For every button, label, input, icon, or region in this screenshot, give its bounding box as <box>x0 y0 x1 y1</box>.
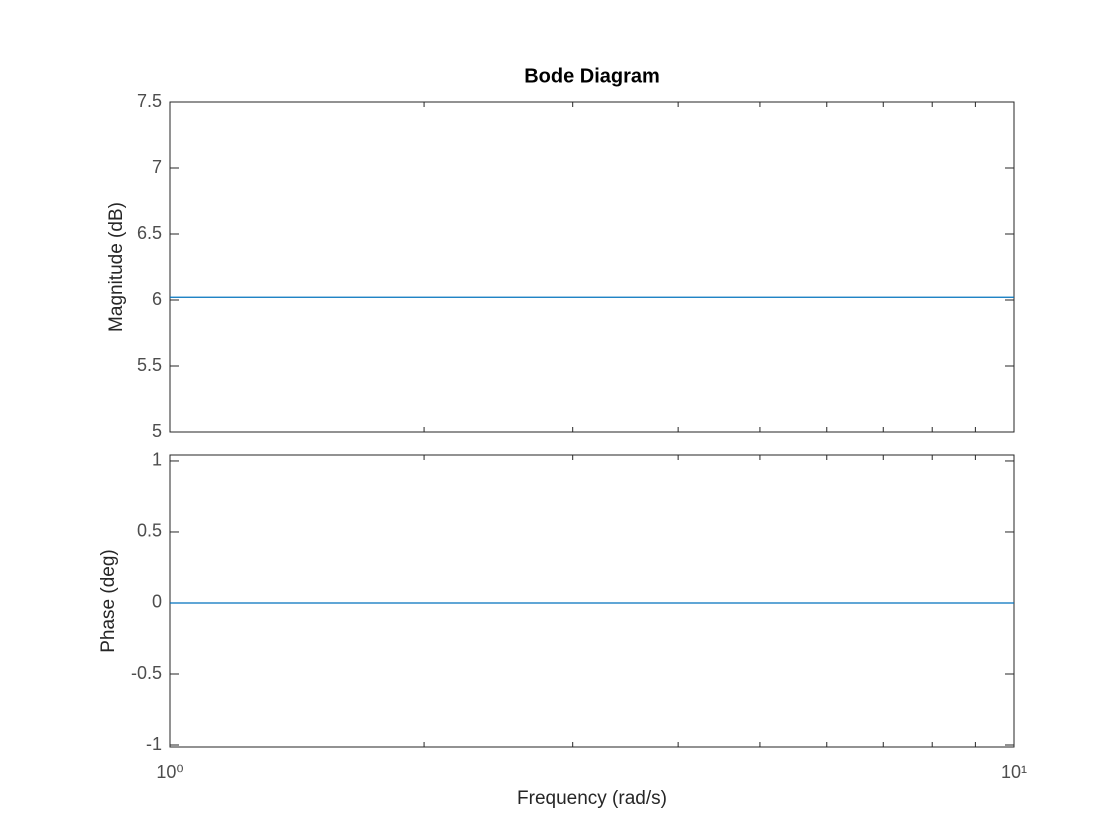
plot-area <box>169 101 1015 433</box>
y-tick-label: 0.5 <box>137 521 162 541</box>
y-tick-label: 7 <box>152 157 162 177</box>
y-tick-label: 5.5 <box>137 355 162 375</box>
y-tick-label: 1 <box>152 450 162 470</box>
x-tick-label: 10¹ <box>1001 762 1027 782</box>
y-tick-label: 6.5 <box>137 223 162 243</box>
y-axis-label: Magnitude (dB) <box>106 202 127 332</box>
y-tick-label: -0.5 <box>131 663 162 683</box>
y-axis-label: Phase (deg) <box>98 549 119 653</box>
y-tick-label: 7.5 <box>137 91 162 111</box>
y-tick-label: 5 <box>152 421 162 441</box>
chart-title: Bode Diagram <box>524 65 660 87</box>
plot-area <box>169 454 1015 748</box>
y-tick-label: 0 <box>152 592 162 612</box>
y-tick-label: -1 <box>146 734 162 754</box>
y-tick-label: 6 <box>152 289 162 309</box>
x-tick-label: 10⁰ <box>156 762 183 782</box>
x-axis-label: Frequency (rad/s) <box>517 788 667 809</box>
